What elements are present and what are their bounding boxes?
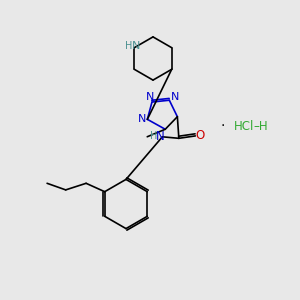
- Text: N: N: [132, 41, 140, 51]
- Text: N: N: [156, 130, 164, 143]
- Text: O: O: [195, 129, 205, 142]
- Text: HCl: HCl: [234, 119, 254, 133]
- Text: N: N: [146, 92, 155, 102]
- Text: –H: –H: [254, 119, 268, 133]
- Text: H: H: [150, 131, 158, 141]
- Text: N: N: [170, 92, 179, 102]
- Text: ·: ·: [220, 119, 225, 133]
- Text: H: H: [125, 41, 133, 51]
- Text: N: N: [138, 114, 146, 124]
